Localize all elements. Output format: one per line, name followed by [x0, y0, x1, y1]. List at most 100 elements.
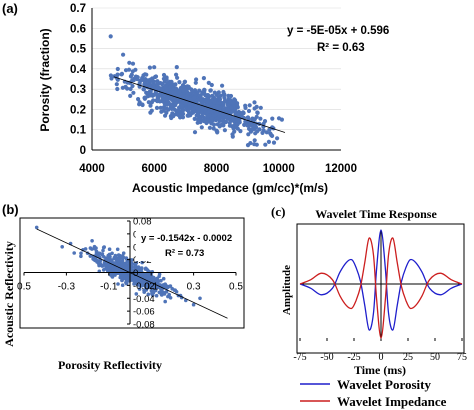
panel-b-data-point: [191, 302, 196, 307]
panel-a-data-point: [148, 89, 153, 94]
panel-b-data-point: [72, 251, 76, 255]
panel-a-data-point: [170, 111, 175, 116]
panel-b-data-point: [120, 283, 125, 288]
panel-a-data-point: [131, 90, 136, 95]
panel-a-data-point: [173, 86, 179, 91]
panel-b-data-point: [139, 267, 143, 272]
panel-b-data-point: [152, 276, 157, 281]
panel-b-annotation-box: [136, 228, 242, 261]
panel-a-data-point: [205, 99, 210, 104]
panel-b-data-point: [160, 293, 164, 297]
panel-a-data-point: [158, 81, 163, 86]
panel-a-y-axis-title: Porosity (fraction): [38, 28, 52, 131]
panel-a-data-point: [185, 94, 190, 99]
panel-a-data-point: [214, 111, 219, 116]
panel-a-data-point: [135, 77, 140, 82]
panel-a-data-point: [152, 65, 157, 70]
panel-a-data-point: [211, 122, 217, 127]
panel-a-data-point: [254, 104, 259, 109]
panel-a-data-point: [209, 119, 214, 124]
panel-c-legend: Wavelet Porosity Wavelet Impedance: [300, 377, 447, 409]
panel-b-data-point: [100, 252, 105, 256]
panel-a-data-point: [262, 119, 268, 124]
panel-c-x-tick-label: 0: [379, 352, 384, 363]
panel-a-data-point: [212, 99, 217, 105]
panel-a-data-point: [126, 67, 132, 72]
panel-a-data-point: [158, 105, 163, 110]
panel-a-data-point: [216, 90, 221, 95]
panel-a-data-point: [179, 94, 184, 99]
panel-a-data-point: [141, 87, 146, 92]
panel-a-data-point: [267, 127, 272, 132]
panel-a-data-point: [194, 98, 199, 103]
panel-a-data-point: [146, 100, 151, 105]
panel-a-data-point: [147, 65, 152, 70]
panel-a-data-point: [125, 86, 130, 91]
panel-a-y-tick-label: 0.6: [70, 23, 86, 35]
panel-a-data-point: [186, 106, 192, 112]
panel-b-data-point: [102, 245, 106, 249]
panel-a-data-point: [230, 134, 235, 139]
panel-b-data-point: [146, 292, 151, 297]
panel-a-data-point: [209, 82, 214, 88]
panel-b-data-point: [198, 296, 202, 301]
panel-a-data-point: [201, 76, 206, 81]
panel-a-x-axis-title: Acoustic Impedance (gm/cc)*(m/s): [132, 181, 328, 195]
legend-label-wavelet-porosity: Wavelet Porosity: [337, 377, 431, 392]
panel-a-data-point: [163, 102, 168, 107]
panel-a-data-point: [216, 95, 221, 100]
panel-a-data-point: [206, 80, 211, 85]
panel-a-data-point: [108, 34, 113, 39]
panel-b-y-tick-label: -0.02: [133, 281, 155, 292]
panel-b-data-point: [101, 263, 106, 268]
panel-b-data-point: [88, 254, 93, 258]
panel-a-x-ticks: 4000 6000 8000 10000 12000: [79, 163, 357, 175]
panel-a-data-point: [128, 86, 133, 92]
panel-b-data-point: [93, 246, 97, 251]
panel-a-data-point: [153, 74, 158, 80]
panel-b-data-point: [151, 289, 155, 293]
panel-a-data-point: [245, 115, 251, 120]
panel-a-data-point: [251, 123, 256, 128]
panel-a-x-tick-label: 4000: [79, 163, 105, 175]
panel-b-data-point: [114, 256, 118, 260]
panel-a-data-point: [169, 103, 174, 108]
panel-a-data-point: [186, 84, 191, 89]
panel-a-data-point: [130, 78, 135, 83]
panel-a-data-point: [246, 108, 252, 114]
panel-a-data-point: [193, 80, 198, 85]
panel-a-data-point: [140, 102, 145, 107]
panel-a-data-point: [202, 108, 207, 113]
panel-a-equation: y = -5E-05x + 0.596: [287, 25, 389, 37]
panel-a-data-point: [142, 78, 147, 84]
panel-a-x-tick-label: 8000: [204, 163, 230, 175]
panel-b-data-point: [136, 281, 140, 286]
panel-b-data-point: [115, 247, 120, 252]
panel-a-y-tick-label: 0: [80, 145, 86, 157]
panel-b-data-point: [96, 251, 100, 255]
panel-a-data-point: [180, 104, 185, 109]
panel-a-data-point: [187, 102, 192, 107]
panel-a-data-point: [154, 105, 160, 110]
panel-b-data-point: [134, 292, 139, 296]
panel-c-x-tick-label: -75: [293, 352, 306, 363]
panel-a-data-point: [199, 125, 204, 130]
panel-a-y-tick-label: 0.1: [70, 125, 87, 137]
panel-b-y-tick-label: -0.04: [133, 294, 155, 305]
panel-c: (c) Wavelet Time Response -75 -50 -25 0 25 50…: [271, 204, 467, 409]
panel-b-data-point: [125, 276, 130, 280]
panel-a-data-point: [192, 95, 197, 100]
panel-a-data-point: [119, 72, 124, 77]
panel-a-data-point: [151, 79, 156, 84]
panel-b-x-tick-label: 0.1: [144, 282, 158, 293]
panel-a-data-point: [231, 100, 236, 105]
panel-a-data-point: [228, 93, 234, 99]
panel-b-plot-frame: [19, 217, 245, 329]
panel-a-data-point: [192, 116, 197, 121]
panel-a-data-point: [247, 103, 252, 108]
panel-a-data-point: [200, 90, 205, 95]
panel-a-x-tick-label: 10000: [263, 163, 295, 175]
panel-a-data-point: [148, 103, 153, 108]
panel-b-x-tick-label: 0.5: [17, 282, 31, 293]
